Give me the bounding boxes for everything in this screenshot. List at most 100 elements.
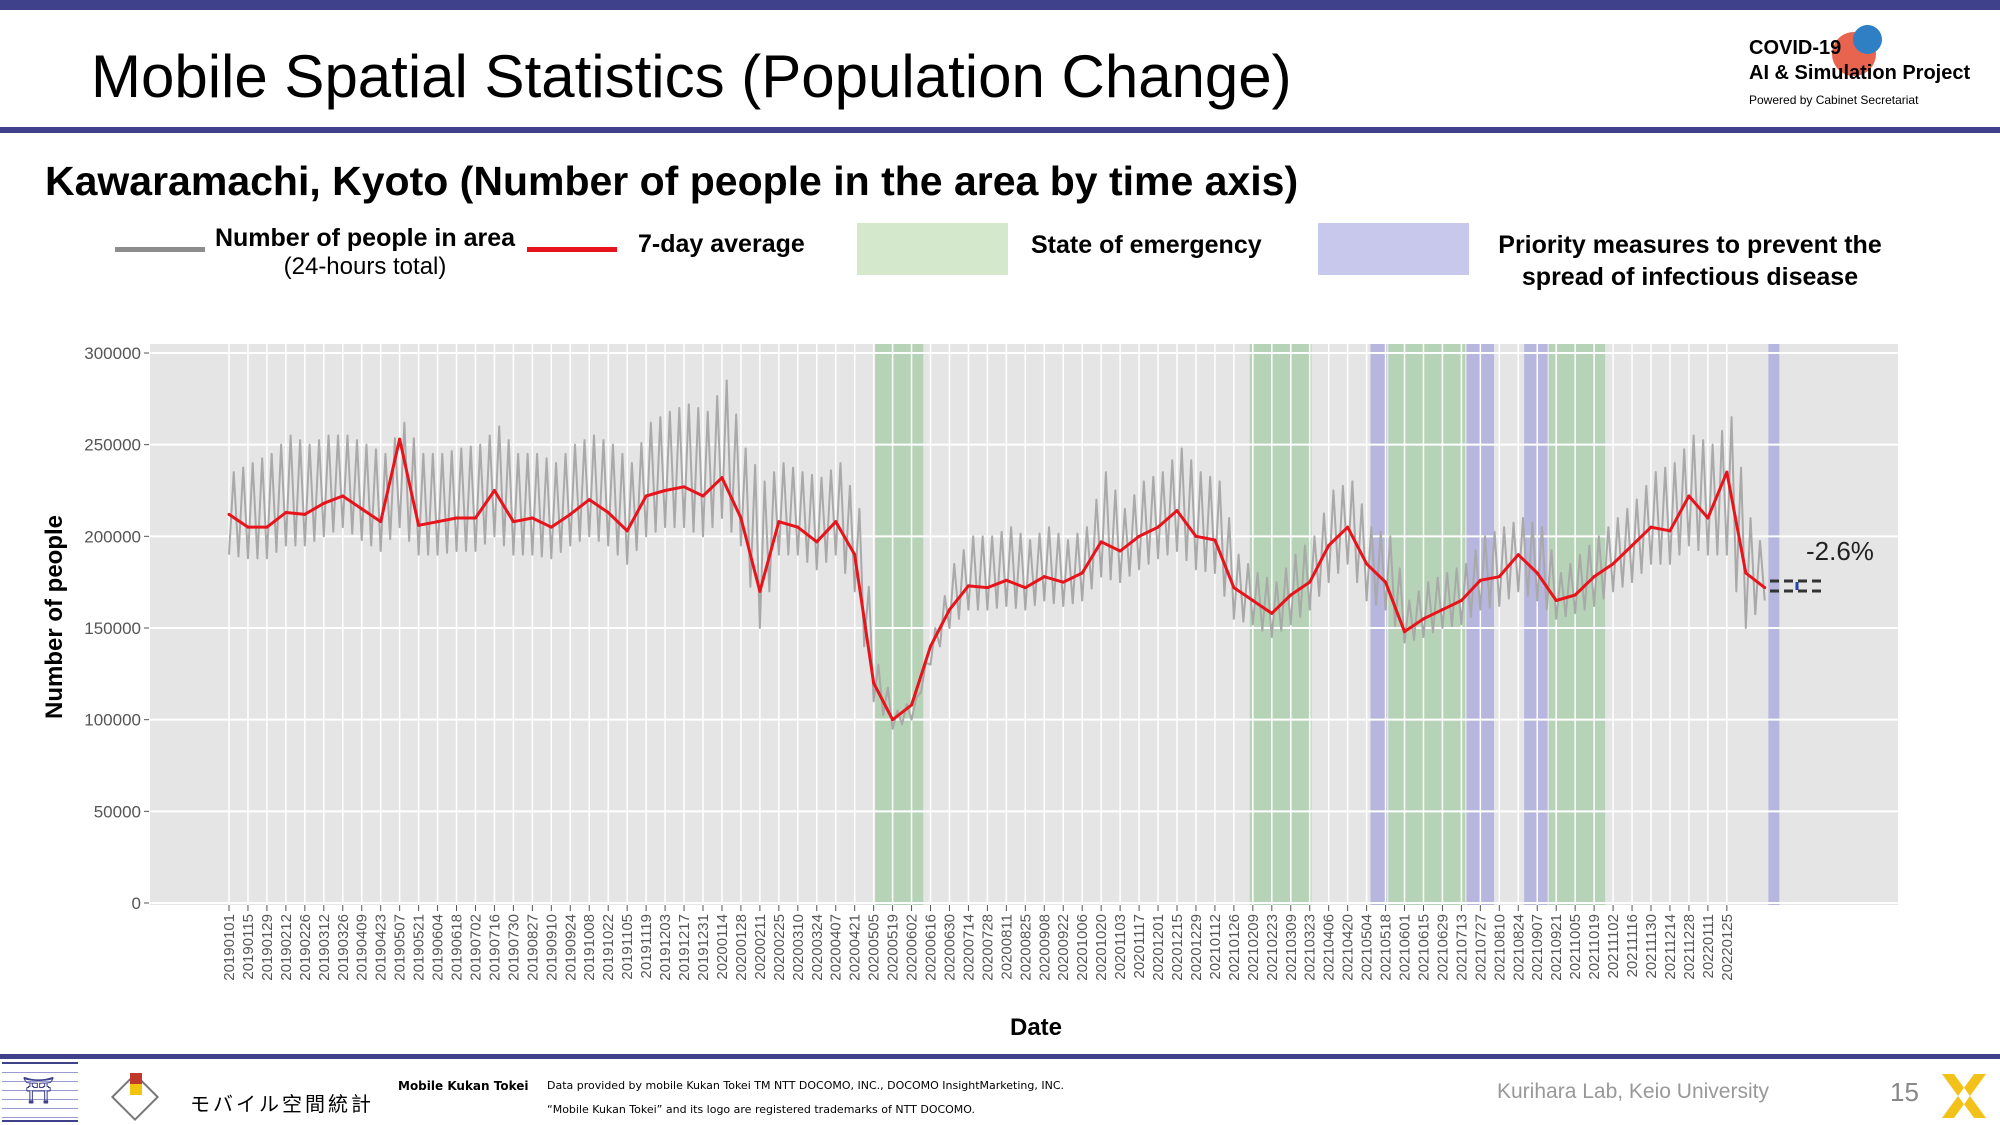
average-point xyxy=(947,608,951,612)
x-tick-label: 20200211 xyxy=(752,914,769,980)
x-tick-label: 20211214 xyxy=(1662,914,1679,980)
average-point xyxy=(929,644,933,648)
x-tick-label: 20200811 xyxy=(998,914,1015,980)
legend-priority-label-2: spread of infectious disease xyxy=(1521,263,1859,291)
gridlines xyxy=(150,344,1898,905)
x-tick-label: 20190312 xyxy=(316,914,333,981)
x-tick-label: 20211102 xyxy=(1605,914,1622,979)
x-tick-label: 20200616 xyxy=(923,914,940,981)
x-tick-label: 20200825 xyxy=(1017,914,1034,981)
x-tick-label: 20200421 xyxy=(847,914,864,981)
average-point xyxy=(1611,562,1615,566)
x-tick-label: 20200728 xyxy=(979,914,996,981)
x-tick-label: 20190212 xyxy=(278,914,295,981)
plot-background xyxy=(150,344,1898,905)
average-point xyxy=(511,520,515,524)
average-point xyxy=(815,540,819,544)
x-tick-label: 20190101 xyxy=(221,914,238,981)
average-point xyxy=(1004,578,1008,582)
y-tick-label: 150000 xyxy=(84,619,141,638)
average-point xyxy=(1554,599,1558,602)
x-tick-label: 20200714 xyxy=(960,914,977,981)
y-tick-label: 300000 xyxy=(84,344,141,363)
x-tick-label: 20190326 xyxy=(335,914,352,981)
average-point xyxy=(1725,470,1729,474)
average-point xyxy=(625,529,629,533)
x-tick-label: 20210504 xyxy=(1359,914,1376,981)
x-tick-label: 20210727 xyxy=(1472,914,1489,981)
keio-x-logo-icon xyxy=(1942,1074,1986,1118)
average-point xyxy=(1175,509,1179,513)
population-chart: 0 50000 100000 150000 200000 250000 300000 201… xyxy=(41,344,1898,1041)
x-tick-label: 20190618 xyxy=(449,914,466,981)
page-title: Mobile Spatial Statistics (Population Ch… xyxy=(91,43,1292,110)
average-point xyxy=(606,511,610,514)
x-tick-label: 20200519 xyxy=(885,914,902,981)
x-tick-label: 20210126 xyxy=(1226,914,1243,981)
docomo-logo-blocks xyxy=(130,1073,142,1095)
x-tick-label: 20200407 xyxy=(828,914,845,981)
x-tick-label: 20200310 xyxy=(790,914,807,981)
brand-english: Mobile Kukan Tokei xyxy=(398,1079,529,1093)
top-bar xyxy=(0,0,2000,10)
average-series xyxy=(227,437,1767,722)
average-point xyxy=(1346,525,1350,529)
x-tick-label: 20190910 xyxy=(543,914,560,981)
legend-daily-sublabel: (24-hours total) xyxy=(283,253,447,280)
average-point xyxy=(1023,586,1027,590)
average-point xyxy=(1706,516,1710,520)
x-tick-label: 20201006 xyxy=(1074,914,1091,981)
average-point xyxy=(663,489,667,492)
average-line xyxy=(228,437,1766,722)
x-tick-label: 20210518 xyxy=(1378,914,1395,981)
x-tick-label: 20210406 xyxy=(1321,914,1338,981)
x-tick-label: 20210323 xyxy=(1302,914,1319,981)
average-point xyxy=(1744,571,1748,575)
average-point xyxy=(568,512,572,516)
average-point xyxy=(1042,575,1046,579)
footer-divider xyxy=(0,1054,2000,1059)
average-point xyxy=(1440,608,1444,612)
end-markers xyxy=(1770,579,1822,593)
y-axis: 0 50000 100000 150000 200000 250000 300000 xyxy=(84,344,149,913)
legend-daily-label: Number of people in area xyxy=(214,224,516,252)
average-point xyxy=(682,485,686,489)
average-point xyxy=(1687,494,1691,498)
average-point xyxy=(1308,580,1312,584)
y-tick-label: 200000 xyxy=(84,527,141,546)
x-tick-label: 20190716 xyxy=(486,914,503,981)
average-point xyxy=(1213,538,1217,542)
x-tick-label: 20191105 xyxy=(619,914,636,980)
x-tick-label: 20210112 xyxy=(1207,914,1224,980)
x-tick-label: 20200225 xyxy=(771,914,788,981)
x-tick-label: 20210420 xyxy=(1340,914,1357,981)
average-point xyxy=(1289,593,1293,597)
average-point xyxy=(1459,599,1463,602)
x-tick-label: 20201215 xyxy=(1169,914,1186,981)
x-tick-label: 20190226 xyxy=(297,914,314,981)
priority-period-band xyxy=(1524,344,1548,905)
average-point xyxy=(473,516,477,520)
x-tick-label: 20201117 xyxy=(1131,914,1148,979)
average-point xyxy=(1763,586,1767,590)
average-point xyxy=(739,516,743,520)
average-point xyxy=(1535,571,1539,575)
average-point xyxy=(492,489,496,492)
x-tick-label: 20210615 xyxy=(1415,914,1432,981)
x-tick-label: 20190507 xyxy=(392,914,409,981)
average-point xyxy=(587,498,591,502)
x-tick-label: 20190521 xyxy=(411,914,428,981)
y-axis-title: Number of people xyxy=(41,515,68,719)
x-tick-label: 20210907 xyxy=(1529,914,1546,981)
average-point xyxy=(1156,525,1160,529)
x-tick-label: 20211019 xyxy=(1586,914,1603,980)
university-logo-mark: ⛩ xyxy=(22,1076,56,1106)
x-tick-label: 20210601 xyxy=(1397,914,1414,981)
x-tick-label: 20211005 xyxy=(1567,914,1584,980)
project-logo: COVID-19 AI & Simulation Project Powered… xyxy=(1745,22,1985,112)
emergency-period-band xyxy=(875,344,924,905)
average-point xyxy=(1099,540,1103,544)
legend-avg-swatch xyxy=(527,247,617,252)
x-tick-label: 20210209 xyxy=(1245,914,1262,981)
x-tick-label: 20190702 xyxy=(467,914,484,981)
